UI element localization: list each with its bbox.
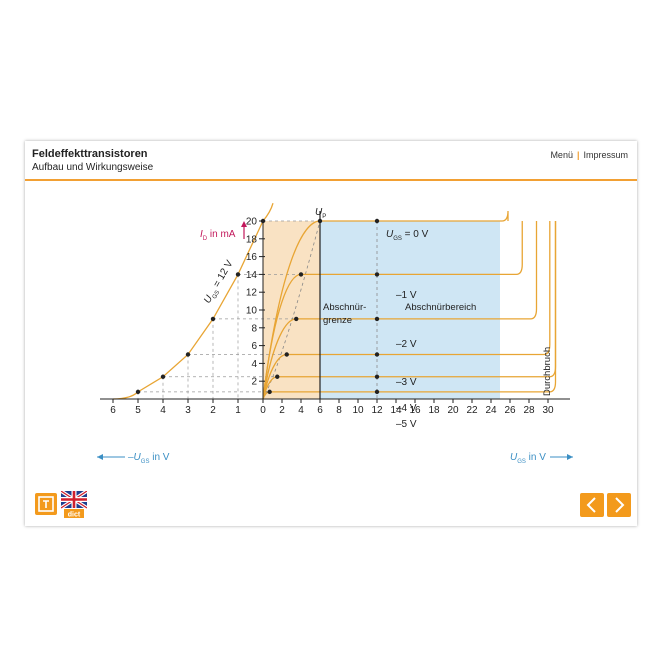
page-subtitle: Aufbau und Wirkungsweise [32, 162, 154, 173]
saturation-region [320, 221, 500, 399]
previous-page-button[interactable] [580, 493, 604, 517]
transfer-point [210, 316, 216, 322]
left-axis-arrow-head [97, 454, 103, 460]
curve-label-5v: –5 V [396, 419, 417, 430]
left-x-tick-label: 1 [235, 405, 241, 416]
saturation-label: Abschnürbereich [405, 302, 476, 313]
y-tick-label: 20 [246, 217, 258, 228]
output-curve [262, 221, 557, 400]
y-tick-label: 8 [251, 323, 257, 334]
app-card: Feldeffekttransistoren Aufbau und Wirkun… [25, 141, 637, 526]
x-tick-label: 26 [504, 405, 516, 416]
curve-point-12v [374, 218, 380, 224]
nav-separator: | [576, 150, 580, 160]
curve-point [284, 352, 289, 357]
transfer-point [160, 374, 166, 379]
x-tick-label: 18 [428, 405, 440, 416]
pinch-off-label-2: grenze [323, 315, 352, 326]
next-page-button[interactable] [607, 493, 631, 517]
y-tick-label: 18 [246, 234, 258, 245]
curve-point-12v [374, 352, 380, 357]
right-axis-arrow-head [567, 454, 573, 460]
chevron-left-icon [586, 497, 596, 513]
breakdown-label: Durchbruch [542, 347, 553, 396]
left-x-tick-label: 4 [160, 405, 166, 416]
grid-lines [137, 220, 378, 400]
text-tool-button[interactable] [35, 493, 57, 515]
x-tick-label: 8 [336, 405, 342, 416]
x-tick-label: 6 [317, 405, 323, 416]
y-tick-label: 6 [251, 341, 257, 352]
curve-point [267, 389, 272, 395]
y-axis-label: ID in mA [200, 229, 236, 242]
language-dict-button[interactable]: dict [60, 489, 88, 519]
right-x-axis-label: UGS in V [510, 452, 546, 465]
x-tick-label: 16 [409, 405, 421, 416]
output-curve [262, 210, 509, 400]
imprint-link[interactable]: Impressum [583, 150, 628, 160]
curve-label-0v: UGS = 0 V [386, 229, 429, 242]
curve-point-12v [374, 272, 380, 277]
menu-link[interactable]: Menü [550, 150, 573, 160]
curve-label-2v: –2 V [396, 339, 417, 350]
left-x-axis-label: –UGS in V [127, 452, 170, 465]
y-tick-label: 4 [251, 359, 257, 370]
transfer-point [235, 272, 241, 277]
curve-point-12v [374, 374, 380, 379]
top-nav: Menü | Impressum [550, 150, 628, 160]
left-x-tick-label: 2 [210, 405, 216, 416]
curve-label-3v: –3 V [396, 377, 417, 388]
curve-point [275, 374, 280, 379]
x-tick-label: 12 [371, 405, 383, 416]
y-tick-label: 14 [246, 270, 258, 281]
x-tick-label: 22 [466, 405, 478, 416]
y-tick-label: 10 [246, 306, 258, 317]
left-x-tick-label: 5 [135, 405, 141, 416]
header: Feldeffekttransistoren Aufbau und Wirkun… [25, 141, 637, 181]
y-tick-label: 12 [246, 288, 258, 299]
page-title: Feldeffekttransistoren [32, 148, 148, 160]
curve-point-12v [374, 389, 380, 395]
uk-flag-icon: dict [60, 489, 88, 519]
curve-label-4v: –4 V [396, 403, 417, 414]
curve-point [294, 316, 299, 322]
x-tick-label: 4 [298, 405, 304, 416]
pinch-off-label-1: Abschnür- [323, 302, 366, 313]
chevron-right-icon [615, 497, 625, 513]
x-tick-label: 0 [260, 405, 266, 416]
x-tick-label: 2 [279, 405, 285, 416]
x-tick-label: 10 [352, 405, 364, 416]
y-tick-label: 2 [251, 377, 257, 388]
up-label: UP [315, 207, 326, 220]
transfer-point [135, 389, 141, 395]
text-tool-icon [38, 496, 54, 512]
curve-point-12v [374, 316, 380, 322]
x-tick-label: 30 [542, 405, 554, 416]
x-tick-label: 14 [390, 405, 402, 416]
y-tick-label: 16 [246, 252, 258, 263]
curve-label-1v: –1 V [396, 290, 417, 301]
x-tick-label: 28 [523, 405, 535, 416]
left-x-tick-label: 3 [185, 405, 191, 416]
left-x-tick-label: 6 [110, 405, 116, 416]
output-curve [262, 221, 551, 400]
transfer-curve [112, 203, 274, 400]
transfer-point [185, 352, 191, 357]
pinch-off-boundary [262, 220, 321, 400]
x-tick-label: 20 [447, 405, 459, 416]
curve-point [298, 272, 304, 277]
x-tick-label: 24 [485, 405, 497, 416]
dict-label: dict [68, 512, 81, 519]
y-axis-arrow-head [241, 221, 247, 227]
transfer-curve-label: UGS = 12 V [202, 258, 237, 306]
